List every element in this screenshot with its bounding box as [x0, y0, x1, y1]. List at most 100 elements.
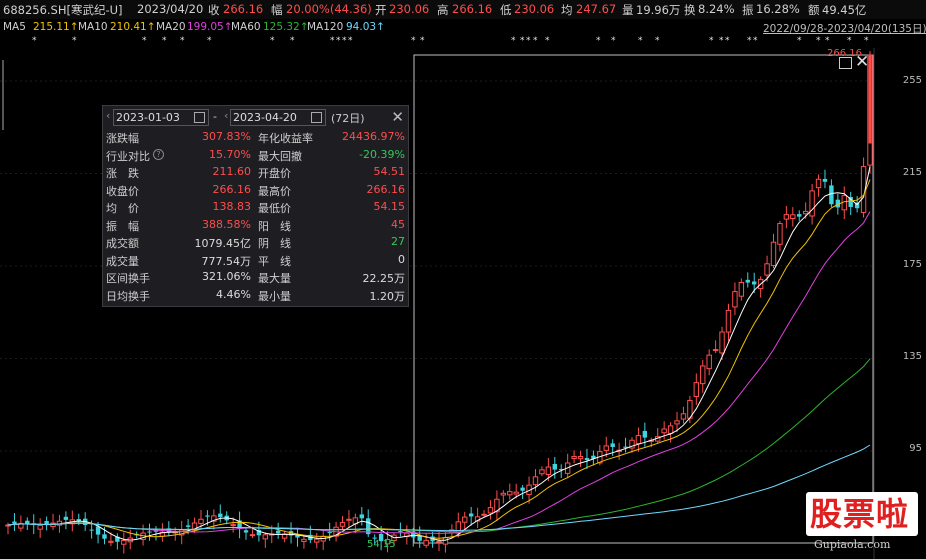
calendar-icon[interactable]	[194, 112, 205, 123]
candle-body	[243, 530, 249, 533]
event-star-icon[interactable]: *	[825, 36, 830, 46]
event-star-icon[interactable]: *	[816, 36, 821, 46]
event-star-icon[interactable]: *	[797, 36, 802, 46]
candle-body	[719, 331, 725, 354]
candle-body	[539, 469, 545, 475]
event-star-icon[interactable]: *	[270, 36, 275, 46]
candle-body	[359, 514, 365, 519]
ma60-value: 125.32↑	[263, 21, 309, 33]
candle-body	[262, 534, 269, 540]
event-star-icon[interactable]: *	[545, 36, 550, 46]
ma60-label[interactable]: MA60	[231, 21, 261, 33]
ma10-value: 210.41↑	[110, 21, 156, 33]
event-star-icon[interactable]: *	[655, 36, 660, 46]
event-star-icon[interactable]: *	[747, 36, 752, 46]
event-star-icon[interactable]: *	[142, 36, 147, 46]
ma20-label[interactable]: MA20	[156, 21, 186, 33]
close-label: 收	[208, 3, 220, 17]
event-star-icon[interactable]: *	[32, 36, 37, 46]
ma120-label[interactable]: MA120	[307, 21, 344, 33]
event-star-icon[interactable]: *	[207, 36, 212, 46]
event-star-icon[interactable]: *	[596, 36, 601, 46]
calendar-icon[interactable]	[311, 112, 322, 123]
event-star-icon[interactable]: *	[180, 36, 185, 46]
volume-label: 量	[622, 3, 634, 17]
event-star-icon[interactable]: *	[290, 36, 295, 46]
ma10-label[interactable]: MA10	[78, 21, 108, 33]
candle-body	[635, 435, 642, 445]
candle-body	[378, 533, 384, 542]
candle-body	[571, 455, 577, 460]
date-range[interactable]: 2022/09/28-2023/04/20(135日)	[763, 23, 926, 35]
event-star-icon[interactable]: *	[348, 36, 353, 46]
start-prev-arrow[interactable]: ‹	[106, 109, 111, 122]
help-icon[interactable]: ?	[153, 148, 164, 160]
event-star-icon[interactable]: *	[725, 36, 730, 46]
stat-label: 区间换手	[106, 272, 150, 285]
ma20-line	[7, 211, 871, 534]
candle-body	[829, 185, 834, 205]
stat-label: 平 线	[258, 254, 291, 268]
price-tick: 215	[902, 167, 922, 178]
event-star-icon[interactable]: *	[719, 36, 724, 46]
event-star-icon[interactable]: *	[162, 36, 167, 46]
stock-code-name[interactable]: 688256.SH[寒武纪-U]	[3, 3, 123, 17]
candle-body	[680, 413, 687, 420]
event-star-icon[interactable]: *	[330, 36, 335, 46]
candle-body	[147, 531, 152, 533]
range-selection-box[interactable]	[413, 54, 874, 544]
stat-row: 成交量 777.54万平 线 0	[103, 252, 408, 269]
event-markers-row: * * * * * * * * * * * * * * * * * * * * * * * * * * * * * * * * *	[0, 36, 926, 48]
end-date-field[interactable]: 2023-04-20	[230, 109, 326, 126]
event-star-icon[interactable]: *	[526, 36, 531, 46]
stat-value: 45	[391, 217, 405, 231]
candle-body	[610, 443, 615, 447]
stat-value: 1.20万	[369, 289, 406, 303]
close-panel-icon[interactable]: ✕	[391, 108, 404, 126]
event-star-icon[interactable]: *	[847, 36, 852, 46]
event-star-icon[interactable]: *	[864, 36, 869, 46]
candle-body	[121, 539, 127, 545]
start-date-field[interactable]: 2023-01-03	[113, 109, 209, 126]
maximize-icon[interactable]	[839, 57, 852, 69]
stat-label: 日均换手	[106, 289, 150, 303]
candle-body	[18, 522, 24, 529]
candle-body	[218, 513, 223, 518]
high-value: 266.16	[452, 2, 493, 16]
candle-body	[25, 520, 30, 525]
end-prev-arrow[interactable]: ‹	[224, 109, 229, 122]
amount-label: 额	[808, 3, 820, 17]
candle-body	[366, 518, 371, 535]
high-label: 高	[437, 3, 449, 17]
candle-body	[532, 476, 539, 486]
candle-body	[44, 521, 49, 525]
candle-body	[577, 455, 584, 460]
stat-value: 321.06%	[202, 270, 251, 283]
candle-body	[95, 526, 101, 535]
candle-body	[854, 202, 860, 209]
stat-value: 266.16	[366, 182, 406, 196]
date-separator: -	[213, 110, 217, 123]
event-star-icon[interactable]: *	[336, 36, 341, 46]
event-star-icon[interactable]: *	[72, 36, 77, 46]
event-star-icon[interactable]: *	[342, 36, 347, 46]
close-selection-icon[interactable]: ✕	[855, 52, 870, 72]
avg-label: 均	[561, 3, 573, 17]
event-star-icon[interactable]: *	[638, 36, 643, 46]
low-label: 低	[500, 3, 512, 17]
event-star-icon[interactable]: *	[420, 36, 425, 46]
ma5-label[interactable]: MA5	[3, 21, 26, 33]
event-star-icon[interactable]: *	[511, 36, 516, 46]
stat-value: 24436.97%	[342, 130, 405, 143]
event-star-icon[interactable]: *	[753, 36, 758, 46]
event-star-icon[interactable]: *	[709, 36, 714, 46]
day-count: (72日)	[331, 112, 365, 125]
event-star-icon[interactable]: *	[611, 36, 616, 46]
price-axis: 255 215 175 135 95	[874, 0, 926, 559]
candle-body	[384, 539, 391, 545]
event-star-icon[interactable]: *	[533, 36, 538, 46]
event-star-icon[interactable]: *	[411, 36, 416, 46]
quote-bar: 688256.SH[寒武纪-U] 2023/04/20 收 266.16 幅 2…	[0, 0, 926, 19]
stat-value: 15.70%	[209, 147, 251, 161]
event-star-icon[interactable]: *	[520, 36, 525, 46]
